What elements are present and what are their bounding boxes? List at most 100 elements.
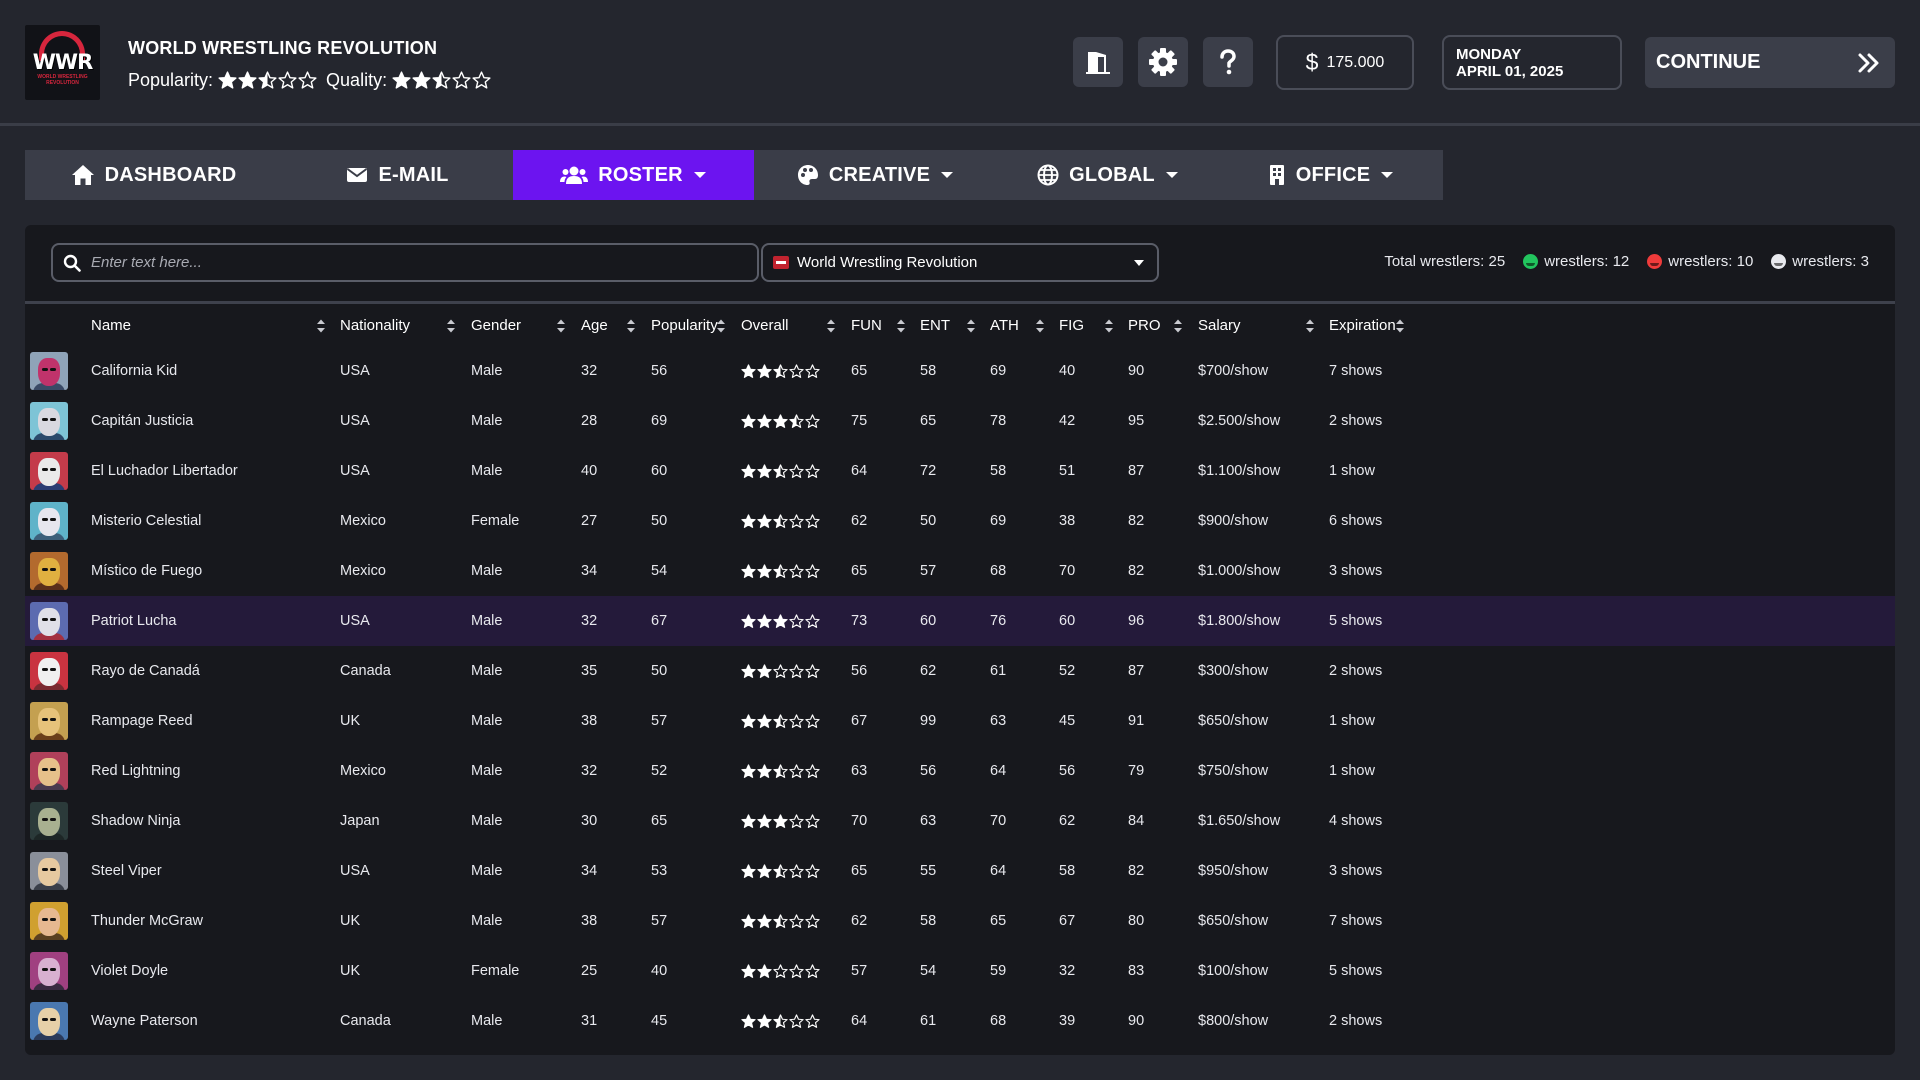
sort-icon[interactable] <box>316 318 326 334</box>
column-header-overall[interactable]: Overall <box>741 316 789 334</box>
cell-salary: $750/show <box>1198 763 1269 779</box>
column-header-ent[interactable]: ENT <box>920 316 950 334</box>
table-row[interactable]: Rampage Reed UK Male 38 57 67 99 63 45 91 $650/sho… <box>25 696 1895 746</box>
cell-popularity: 40 <box>651 963 668 979</box>
empty-star-icon <box>278 71 297 89</box>
table-row[interactable]: Místico de Fuego Mexico Male 34 54 65 57 68 70 82… <box>25 546 1895 596</box>
happy-count: 12 <box>1612 253 1630 270</box>
sort-icon[interactable] <box>1035 318 1045 334</box>
office-door-button[interactable] <box>1073 37 1123 87</box>
table-row[interactable]: Wayne Paterson Canada Male 31 45 64 61 68 39 90 $8… <box>25 996 1895 1046</box>
full-star-icon <box>741 363 756 378</box>
column-header-gender[interactable]: Gender <box>471 316 522 334</box>
nav-dashboard[interactable]: DASHBOARD <box>25 150 282 200</box>
column-header-ath[interactable]: ATH <box>990 316 1019 334</box>
empty-star-icon <box>805 363 820 378</box>
cell-age: 31 <box>581 1013 598 1029</box>
column-header-name[interactable]: Name <box>91 316 132 334</box>
cell-pro: 95 <box>1128 413 1145 429</box>
cell-pro: 82 <box>1128 863 1145 879</box>
table-row[interactable]: Violet Doyle UK Female 25 40 57 54 59 32 83 $100/s… <box>25 946 1895 996</box>
nav-roster[interactable]: ROSTER <box>513 150 754 200</box>
cell-fun: 62 <box>851 513 868 529</box>
table-row[interactable]: Shadow Ninja Japan Male 30 65 70 63 70 62 84 $1.65… <box>25 796 1895 846</box>
cell-gender: Male <box>471 1013 503 1029</box>
cell-age: 34 <box>581 863 598 879</box>
cell-expiration: 2 shows <box>1329 413 1383 429</box>
table-row[interactable]: Patriot Lucha USA Male 32 67 73 60 76 60 96 $1.800… <box>25 596 1895 646</box>
table-header: Name Nationality Gender Age Popularity Overal… <box>25 301 1895 346</box>
cell-name: Patriot Lucha <box>91 613 177 629</box>
cell-overall <box>741 696 821 746</box>
sort-icon[interactable] <box>826 318 836 334</box>
sort-icon[interactable] <box>1173 318 1183 334</box>
wrestler-avatar <box>30 402 68 440</box>
table-row[interactable]: California Kid USA Male 32 56 65 58 69 40 90 $700/… <box>25 346 1895 396</box>
search-input[interactable] <box>91 254 731 271</box>
cell-pro: 84 <box>1128 813 1145 829</box>
column-header-nationality[interactable]: Nationality <box>340 316 411 334</box>
wrestler-avatar <box>30 352 68 390</box>
column-header-fun[interactable]: FUN <box>851 316 882 334</box>
full-star-icon <box>741 513 756 528</box>
cell-ent: 63 <box>920 813 937 829</box>
column-header-expiration[interactable]: Expiration <box>1329 316 1396 334</box>
sort-icon[interactable] <box>556 318 566 334</box>
sort-icon[interactable] <box>1395 318 1405 334</box>
cell-fig: 45 <box>1059 713 1076 729</box>
column-header-pro[interactable]: PRO <box>1128 316 1161 334</box>
sort-icon[interactable] <box>446 318 456 334</box>
table-row[interactable]: Rayo de Canadá Canada Male 35 50 56 62 61 52 87 $3… <box>25 646 1895 696</box>
full-star-icon <box>741 763 756 778</box>
sort-icon[interactable] <box>896 318 906 334</box>
full-star-icon <box>412 71 431 89</box>
sort-icon[interactable] <box>1104 318 1114 334</box>
nav-office[interactable]: OFFICE <box>1219 150 1443 200</box>
column-header-age[interactable]: Age <box>581 316 608 334</box>
empty-star-icon <box>789 713 804 728</box>
cell-overall <box>741 846 821 896</box>
empty-star-icon <box>789 513 804 528</box>
column-header-salary[interactable]: Salary <box>1198 316 1241 334</box>
sort-icon[interactable] <box>966 318 976 334</box>
sort-icon[interactable] <box>626 318 636 334</box>
table-row[interactable]: Red Lightning Mexico Male 32 52 63 56 64 56 79 $75… <box>25 746 1895 796</box>
sort-icon[interactable] <box>716 318 726 334</box>
sort-icon[interactable] <box>1305 318 1315 334</box>
empty-star-icon <box>805 813 820 828</box>
empty-star-icon <box>789 463 804 478</box>
cell-popularity: 52 <box>651 763 668 779</box>
nav-email[interactable]: E-MAIL <box>282 150 513 200</box>
table-row[interactable]: Thunder McGraw UK Male 38 57 62 58 65 67 80 $650/s… <box>25 896 1895 946</box>
empty-star-icon <box>789 563 804 578</box>
help-button[interactable] <box>1203 37 1253 87</box>
settings-button[interactable] <box>1138 37 1188 87</box>
date-full: APRIL 01, 2025 <box>1456 63 1564 80</box>
cell-expiration: 3 shows <box>1329 863 1383 879</box>
cell-ent: 72 <box>920 463 937 479</box>
table-row[interactable]: Misterio Celestial Mexico Female 27 50 62 50 69… <box>25 496 1895 546</box>
nav-creative-label: CREATIVE <box>828 163 931 186</box>
column-header-fig[interactable]: FIG <box>1059 316 1084 334</box>
chevron-down-icon <box>1381 172 1394 178</box>
nav-creative[interactable]: CREATIVE <box>754 150 997 200</box>
cell-age: 27 <box>581 513 598 529</box>
cell-ath: 69 <box>990 363 1007 379</box>
cell-ent: 57 <box>920 563 937 579</box>
promotion-select[interactable]: World Wrestling Revolution <box>761 243 1159 282</box>
cell-fun: 62 <box>851 913 868 929</box>
nav-global-label: GLOBAL <box>1069 163 1155 186</box>
cell-ent: 58 <box>920 363 937 379</box>
promotion-logo: WWR WORLD WRESTLING REVOLUTION <box>25 25 100 100</box>
continue-button[interactable]: CONTINUE <box>1645 37 1895 88</box>
nav-global[interactable]: GLOBAL <box>997 150 1219 200</box>
continue-label: CONTINUE <box>1656 51 1761 73</box>
chevron-down-icon <box>1134 259 1144 266</box>
table-row[interactable]: Steel Viper USA Male 34 53 65 55 64 58 82 $950/sho… <box>25 846 1895 896</box>
search-box[interactable] <box>51 243 759 282</box>
column-header-popularity[interactable]: Popularity <box>651 316 718 334</box>
table-row[interactable]: El Luchador Libertador USA Male 40 60 64 72 58 5… <box>25 446 1895 496</box>
cell-fig: 40 <box>1059 363 1076 379</box>
table-row[interactable]: Capitán Justicia USA Male 28 69 75 65 78 42 95 $2.… <box>25 396 1895 446</box>
cell-name: Steel Viper <box>91 863 162 879</box>
